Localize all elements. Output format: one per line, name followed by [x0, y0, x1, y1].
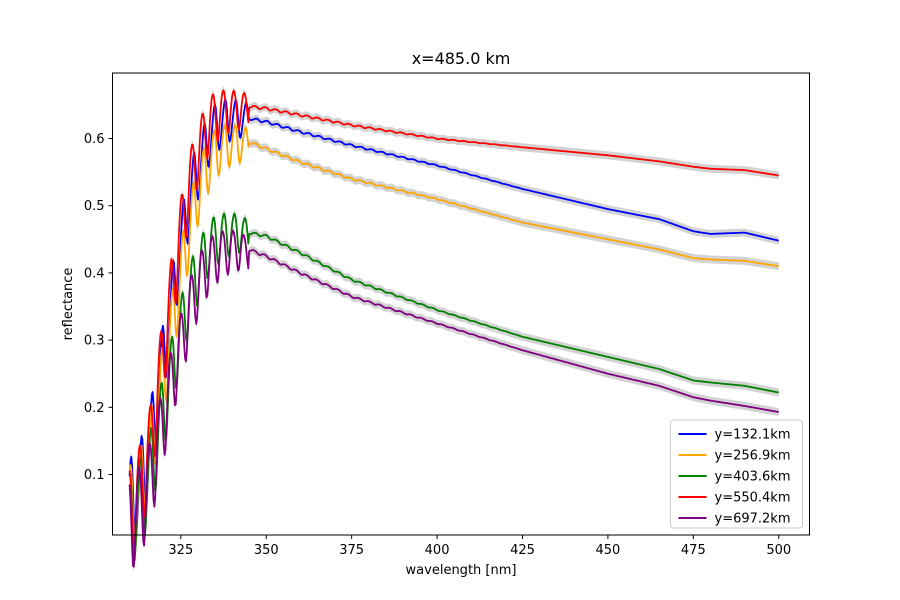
y-axis-label: reflectance [61, 268, 76, 341]
uncertainty-band-1 [129, 95, 779, 548]
x-tick-label: 500 [766, 543, 791, 558]
y-tick-label: 0.1 [84, 468, 105, 483]
x-tick-label: 375 [339, 543, 364, 558]
x-axis: 325 350 375 400 425 450 475 500 [168, 535, 791, 558]
legend: y=132.1km y=256.9km y=403.6km y=550.4km y=69… [670, 419, 803, 529]
x-axis-label: wavelength [nm] [406, 563, 517, 578]
series-lines [128, 89, 779, 568]
series-line-4 [128, 89, 779, 555]
y-tick-label: 0.2 [84, 401, 105, 416]
y-tick-label: 0.5 [84, 199, 105, 214]
x-tick-label: 350 [254, 543, 279, 558]
y-tick-label: 0.3 [84, 334, 105, 349]
x-tick-label: 425 [510, 543, 535, 558]
plot-frame [112, 72, 810, 536]
series-line-2 [128, 124, 779, 553]
legend-entry: y=403.6km [715, 470, 791, 485]
legend-entry: y=550.4km [715, 491, 791, 506]
x-tick-label: 475 [681, 543, 706, 558]
legend-entry: y=697.2km [715, 512, 791, 527]
series-line-5 [128, 229, 779, 568]
legend-entry: y=256.9km [715, 449, 791, 464]
legend-box [670, 419, 803, 529]
uncertainty-bands [129, 86, 779, 571]
y-tick-label: 0.4 [84, 266, 105, 281]
y-tick-label: 0.6 [84, 132, 105, 147]
chart-title: x=485.0 km [412, 49, 511, 68]
x-tick-label: 400 [425, 543, 450, 558]
y-axis: 0.1 0.2 0.3 0.4 0.5 0.6 [84, 132, 113, 483]
x-tick-label: 450 [596, 543, 621, 558]
legend-entry: y=132.1km [715, 428, 791, 443]
series-line-3 [129, 212, 779, 562]
x-tick-label: 325 [168, 543, 193, 558]
